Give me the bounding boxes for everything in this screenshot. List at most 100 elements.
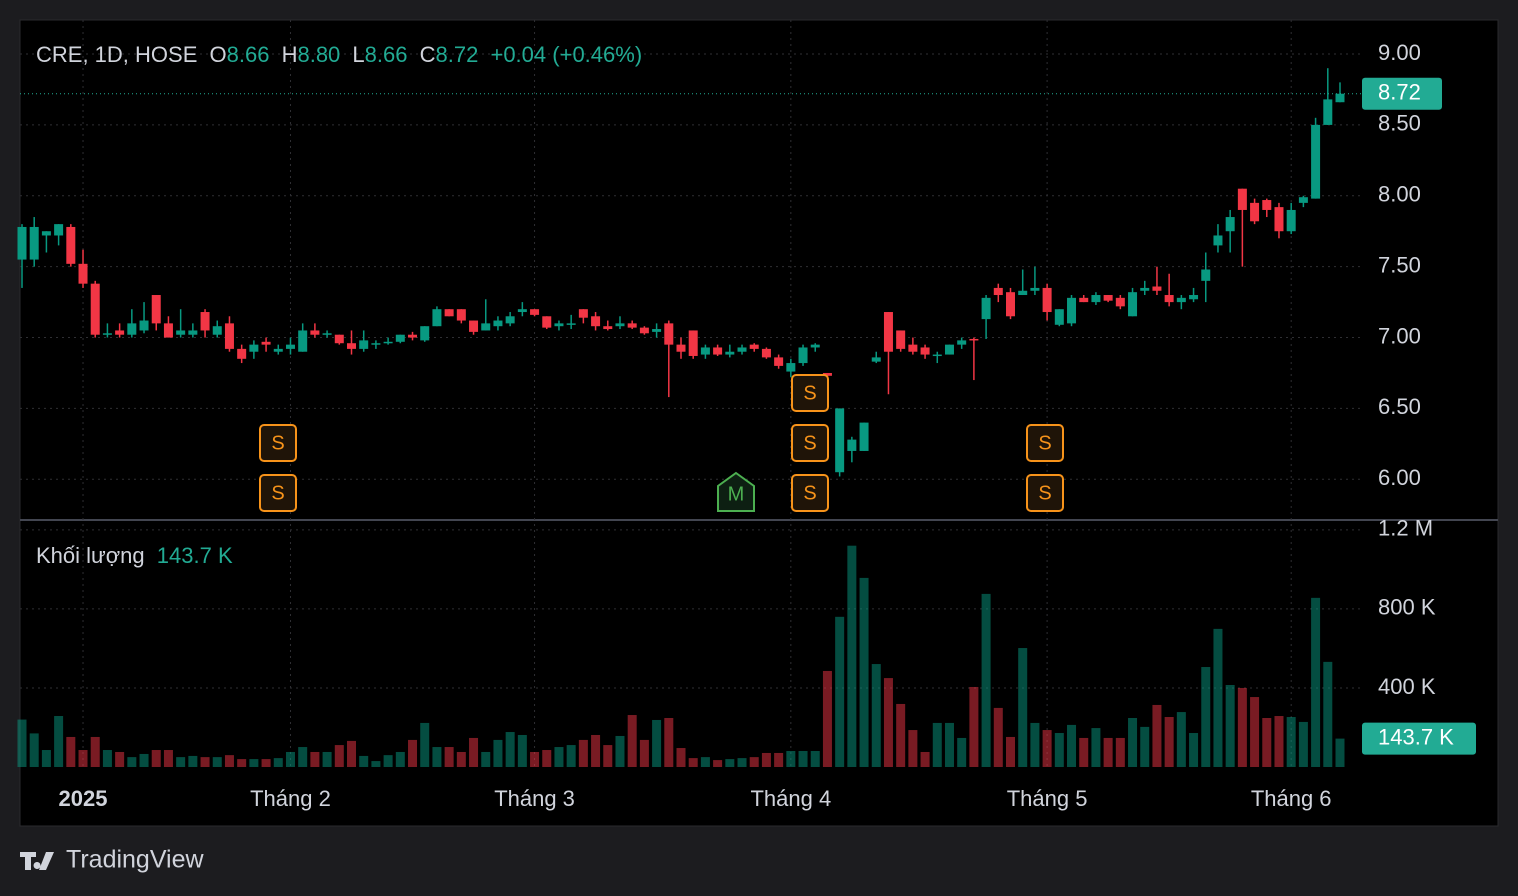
x-tick-label: Tháng 2 <box>250 786 331 811</box>
marker-shape <box>791 474 829 512</box>
marker-label: M <box>728 483 745 505</box>
candle-body <box>1140 287 1150 291</box>
candle-body <box>969 338 979 341</box>
last-volume-tag <box>1362 722 1476 755</box>
volume-bar <box>920 751 930 767</box>
volume-bar <box>1079 737 1089 767</box>
volume-bar <box>1006 736 1015 767</box>
volume-bar <box>1335 738 1345 767</box>
volume-bar <box>1018 648 1028 767</box>
candle-body <box>932 354 942 357</box>
volume-bar <box>786 750 796 767</box>
volume-bar <box>395 751 405 767</box>
volume-bar <box>359 755 369 767</box>
volume-bar <box>676 748 686 767</box>
volume-bar <box>957 737 967 767</box>
volume-bar <box>1152 704 1162 767</box>
candle-body <box>542 316 552 328</box>
marker-shape <box>791 424 829 462</box>
candle-body <box>54 224 64 236</box>
candle-body <box>530 309 540 315</box>
close-label: C <box>420 42 436 67</box>
volume-bar <box>725 759 735 767</box>
candle-body <box>1079 297 1089 303</box>
volume-bar <box>54 716 64 767</box>
volume-bar <box>737 758 747 767</box>
volume-tick-label: 800 K <box>1378 595 1436 620</box>
low-label: L <box>352 42 364 67</box>
last-volume-label: 143.7 K <box>1378 724 1454 749</box>
volume-bar <box>871 664 881 767</box>
change: +0.04 <box>490 42 546 67</box>
candle-body <box>505 316 515 324</box>
volume-bar <box>1189 733 1199 767</box>
volume-bar <box>249 759 259 767</box>
volume-bar <box>322 751 332 767</box>
candle-body <box>151 295 161 324</box>
candle-body <box>639 327 649 334</box>
volume-bar <box>1323 661 1333 767</box>
candle-body <box>725 351 735 355</box>
marks <box>17 68 1362 767</box>
candle-body <box>334 334 344 344</box>
candle-body <box>761 348 771 358</box>
volume-bar <box>1286 717 1296 767</box>
candle-body <box>822 372 832 376</box>
candle-body <box>676 344 686 352</box>
volume-bar <box>1054 733 1064 767</box>
candle-body <box>713 347 723 355</box>
candle-body <box>1213 235 1223 246</box>
candle-body <box>578 309 588 318</box>
volume-bar <box>261 759 271 767</box>
volume-bar <box>505 732 515 767</box>
volume-bar <box>163 750 173 767</box>
candle-body <box>90 283 100 335</box>
high-value: 8.80 <box>297 42 340 67</box>
change-percent: (+0.46%) <box>552 42 642 67</box>
candle-body <box>627 323 637 328</box>
volume-bar <box>29 733 39 767</box>
x-tick-label: Tháng 5 <box>1007 786 1088 811</box>
candle-body <box>444 309 454 317</box>
volume-bar <box>993 707 1003 767</box>
x-tick-label: Tháng 3 <box>494 786 575 811</box>
volume-bar <box>285 751 295 767</box>
low-value: 8.66 <box>365 42 408 67</box>
volume-bar <box>347 740 356 767</box>
symbol: CRE, 1D, HOSE <box>36 42 197 67</box>
candle-body <box>163 323 173 338</box>
volume-bar <box>530 751 540 767</box>
candle-body <box>102 333 112 335</box>
candle-body <box>469 320 479 332</box>
marker-shape <box>791 374 829 412</box>
volume-bar <box>310 751 320 767</box>
volume-bar <box>237 759 247 767</box>
marker-label: S <box>803 482 816 504</box>
candle-body <box>615 323 625 327</box>
volume-bar <box>383 755 393 767</box>
marker-shape <box>259 474 297 512</box>
volume-bar <box>1067 724 1077 767</box>
volume-bar <box>115 751 125 767</box>
candle-body <box>908 344 918 352</box>
candle-body <box>1115 297 1125 307</box>
volume-bar <box>78 750 88 767</box>
volume-bar <box>981 593 991 767</box>
candle-body <box>1323 99 1333 125</box>
volume-bar <box>408 739 418 767</box>
volume-bar <box>883 678 893 767</box>
candle-body <box>1262 200 1272 210</box>
candle-body <box>566 323 576 325</box>
volume-bar <box>713 760 723 767</box>
volume-bar <box>761 752 771 767</box>
candle-body <box>1250 202 1260 222</box>
volume-bar <box>517 734 527 767</box>
volume-bar <box>554 747 564 767</box>
candle-body <box>554 323 564 327</box>
volume-tick-label: 400 K <box>1378 674 1436 699</box>
volume-bar <box>1115 737 1125 767</box>
volume-bar <box>969 686 979 767</box>
volume-bar <box>1091 728 1101 767</box>
volume-bar <box>139 753 149 767</box>
